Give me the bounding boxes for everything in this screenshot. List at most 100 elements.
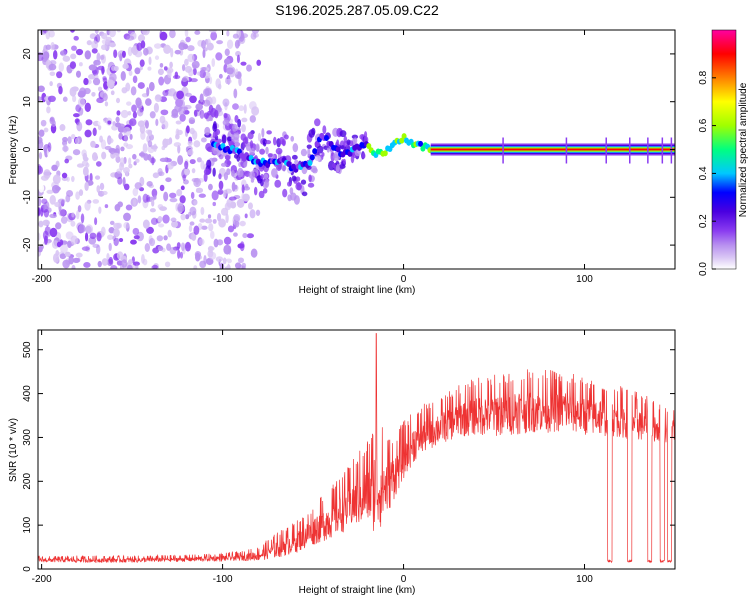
spectrogram-noise-blob — [48, 63, 57, 71]
spectrogram-noise-blob — [235, 50, 241, 57]
spectrogram-noise-blob — [85, 119, 93, 126]
spectrogram-noise-blob — [177, 144, 181, 154]
colorbar-tick-label: 0.6 — [698, 118, 709, 132]
spectrogram-noise-blob — [133, 261, 140, 266]
spectrogram-noise-blob — [76, 209, 80, 220]
spectrogram-noise-blob — [199, 93, 204, 103]
spectrogram-transition-blob — [261, 127, 265, 138]
spectrogram-noise-blob — [106, 79, 115, 89]
spectrogram-noise-blob — [198, 193, 206, 198]
spectrogram-noise-blob — [129, 133, 133, 140]
spectrogram-noise-blob — [169, 192, 177, 199]
spectrogram-ridge-blob — [399, 137, 405, 144]
spectrogram-noise-blob — [149, 208, 156, 213]
spectrogram-transition-blob — [293, 195, 300, 205]
spectrogram-noise-blob — [74, 137, 80, 145]
spectrogram-transition-blob — [335, 163, 340, 173]
spectrogram-noise-blob — [68, 256, 74, 265]
spectrogram-noise-blob — [41, 198, 48, 205]
spectrogram-noise-blob — [135, 97, 142, 107]
spectrogram-noise-blob — [110, 90, 115, 96]
spectrogram-noise-blob — [46, 189, 54, 194]
spectrogram-noise-blob — [152, 264, 158, 269]
spectrogram-transition-blob — [263, 173, 269, 180]
colorbar-tick-label: 0.4 — [698, 166, 709, 180]
spectrogram-transition-blob — [351, 134, 359, 140]
spectrogram-noise-blob — [232, 103, 239, 110]
spectrogram-noise-blob — [77, 205, 82, 213]
spectrogram-noise-blob — [192, 130, 198, 140]
spectrogram-transition-blob — [342, 158, 346, 165]
spectrogram-noise-blob — [146, 86, 150, 97]
spectrogram-noise-blob — [213, 238, 219, 248]
spectrogram-transition-blob — [275, 147, 283, 155]
spectrogram-noise-blob — [59, 253, 67, 260]
spectrogram-noise-blob — [116, 30, 121, 33]
spectrogram-noise-blob — [159, 157, 168, 163]
spectrogram-transition-blob — [230, 170, 235, 177]
spectrogram-noise-blob — [169, 246, 177, 255]
spectrogram-noise-blob — [211, 190, 219, 201]
spectrogram-noise-blob — [123, 222, 130, 229]
spectrogram-noise-blob — [38, 152, 43, 160]
spectrogram-noise-blob — [167, 162, 174, 170]
snr-x-tick-label: 0 — [401, 574, 407, 585]
spectrogram-transition-blob — [339, 130, 347, 138]
spectrogram-noise-blob — [91, 40, 99, 50]
spectrogram-noise-blob — [222, 98, 230, 107]
spectrogram-noise-blob — [70, 235, 78, 245]
spectrogram-noise-blob — [204, 88, 212, 96]
spectrogram-noise-blob — [207, 245, 214, 253]
spectrogram-noise-blob — [126, 35, 135, 41]
spectrogram-noise-blob — [119, 53, 123, 62]
spectrogram-noise-blob — [157, 215, 163, 223]
spectrogram-noise-blob — [142, 193, 149, 203]
spectrogram-noise-blob — [227, 225, 235, 233]
spectrogram-noise-blob — [153, 43, 162, 49]
spectrogram-noise-blob — [217, 188, 224, 195]
spectrogram-noise-blob — [116, 222, 123, 229]
spectrogram-transition-blob — [321, 152, 325, 157]
spectrogram-noise-blob — [162, 214, 170, 224]
colorbar: 0.0 0.2 0.4 0.6 0.8 Normalized spectral ampl… — [698, 29, 749, 276]
spectrogram-noise-blob — [96, 185, 101, 193]
spectrogram-noise-blob — [101, 32, 108, 40]
spectrogram-noise-blob — [38, 220, 44, 228]
spectrogram-transition-blob — [220, 162, 227, 167]
spectrogram-noise-blob — [180, 213, 186, 221]
spectrogram-noise-blob — [95, 161, 102, 167]
spectrogram-transition-blob — [218, 173, 222, 180]
spectrogram-noise-blob — [178, 106, 186, 116]
spectrogram-noise-blob — [180, 242, 185, 252]
spectrogram-noise-blob — [108, 30, 116, 38]
spectrogram-noise-blob — [189, 95, 197, 104]
spectrogram-noise-blob — [80, 213, 85, 224]
spectrogram-noise-blob — [246, 64, 252, 72]
spectrogram-noise-blob — [38, 139, 44, 150]
spectrogram-noise-blob — [146, 180, 153, 187]
spectrogram-noise-blob — [134, 182, 142, 190]
spectrogram-noise-blob — [84, 232, 89, 242]
spectrogram-transition-blob — [264, 178, 270, 188]
spectrogram-ridge-blob — [307, 160, 313, 167]
spectrogram-ridge-blob — [401, 133, 407, 140]
spectrogram-noise-blob — [179, 113, 186, 122]
spectrogram-noise-blob — [128, 259, 133, 265]
spectrogram-noise-blob — [238, 105, 245, 112]
spectrogram-noise-blob — [89, 232, 97, 240]
spectrogram-transition-blob — [307, 182, 315, 188]
spectrogram-noise-blob — [92, 152, 98, 162]
spectrogram-ridge-blob — [323, 134, 329, 141]
spectrogram-noise-blob — [71, 175, 75, 183]
spectrogram-noise-blob — [132, 111, 137, 119]
spectrogram-noise-blob — [210, 31, 218, 41]
spectrogram-noise-blob — [212, 218, 217, 224]
spectrogram-noise-blob — [237, 243, 245, 249]
spectrogram-noise-blob — [193, 177, 202, 188]
spectrogram-noise-blob — [209, 76, 213, 85]
spectrogram-noise-blob — [49, 213, 57, 219]
spectrogram-noise-blob — [144, 120, 149, 129]
spectrogram-noise-blob — [69, 61, 77, 69]
spectrogram-noise-blob — [81, 246, 90, 251]
spectrogram-noise-blob — [118, 238, 124, 243]
